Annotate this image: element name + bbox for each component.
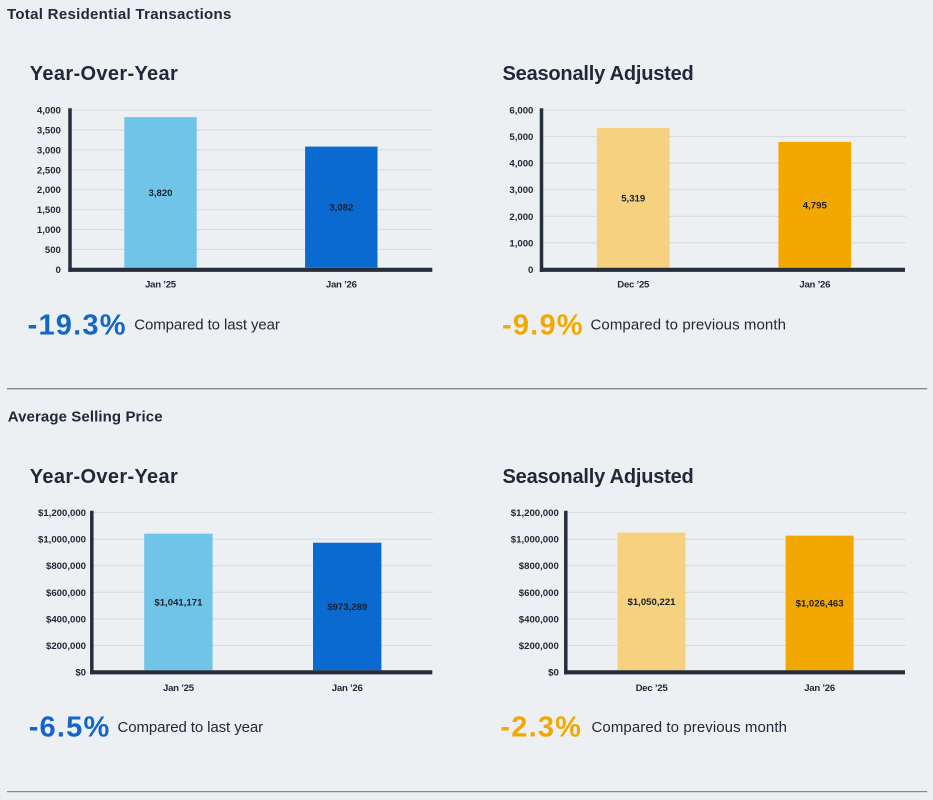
svg-text:1,000: 1,000 — [509, 238, 533, 249]
svg-text:Jan ’26: Jan ’26 — [804, 683, 835, 694]
svg-text:$1,000,000: $1,000,000 — [38, 535, 86, 546]
svg-text:-2.3%: -2.3% — [500, 712, 582, 744]
svg-text:Jan ’26: Jan ’26 — [799, 280, 830, 291]
svg-text:5,319: 5,319 — [621, 193, 645, 204]
svg-text:$800,000: $800,000 — [46, 561, 86, 572]
svg-text:$973,289: $973,289 — [327, 602, 367, 613]
svg-text:-9.9%: -9.9% — [502, 309, 584, 341]
svg-text:Seasonally Adjusted: Seasonally Adjusted — [503, 466, 694, 488]
svg-text:$1,026,463: $1,026,463 — [796, 598, 844, 609]
svg-text:$1,050,221: $1,050,221 — [627, 597, 676, 608]
svg-text:3,500: 3,500 — [37, 125, 61, 136]
svg-text:0: 0 — [528, 265, 533, 276]
svg-text:5,000: 5,000 — [509, 132, 533, 143]
svg-text:-19.3%: -19.3% — [28, 309, 127, 341]
svg-text:3,082: 3,082 — [329, 203, 353, 214]
svg-text:$200,000: $200,000 — [519, 641, 559, 652]
svg-text:1,000: 1,000 — [37, 225, 61, 236]
svg-text:3,000: 3,000 — [37, 145, 61, 156]
svg-text:4,000: 4,000 — [509, 159, 533, 170]
svg-text:$1,000,000: $1,000,000 — [511, 535, 559, 546]
svg-text:3,000: 3,000 — [509, 185, 533, 196]
svg-text:$600,000: $600,000 — [46, 588, 86, 599]
svg-text:$800,000: $800,000 — [519, 561, 559, 572]
svg-text:500: 500 — [45, 245, 61, 256]
svg-text:Average Selling Price: Average Selling Price — [8, 408, 163, 425]
svg-text:Jan ’25: Jan ’25 — [145, 280, 177, 291]
svg-text:6,000: 6,000 — [509, 106, 533, 117]
svg-text:Seasonally Adjusted: Seasonally Adjusted — [503, 63, 694, 85]
svg-text:1,500: 1,500 — [37, 205, 61, 216]
svg-text:-6.5%: -6.5% — [29, 712, 111, 744]
svg-text:2,500: 2,500 — [37, 165, 61, 176]
svg-text:Compared to previous month: Compared to previous month — [591, 316, 787, 333]
svg-text:Compared to last year: Compared to last year — [118, 719, 264, 736]
svg-text:$200,000: $200,000 — [46, 641, 86, 652]
svg-text:$1,041,171: $1,041,171 — [154, 598, 203, 609]
svg-text:$400,000: $400,000 — [46, 614, 86, 625]
svg-text:Year-Over-Year: Year-Over-Year — [30, 466, 178, 488]
svg-text:3,820: 3,820 — [148, 188, 172, 199]
svg-text:Compared to previous month: Compared to previous month — [592, 719, 788, 736]
svg-text:Jan ’26: Jan ’26 — [326, 280, 357, 291]
svg-text:Jan ’26: Jan ’26 — [332, 683, 363, 694]
svg-text:$1,200,000: $1,200,000 — [38, 508, 86, 519]
svg-text:0: 0 — [56, 265, 61, 276]
svg-text:Dec ’25: Dec ’25 — [617, 280, 650, 291]
svg-text:2,000: 2,000 — [37, 185, 61, 196]
svg-text:4,000: 4,000 — [37, 106, 61, 117]
svg-text:$600,000: $600,000 — [519, 588, 559, 599]
svg-text:4,795: 4,795 — [803, 200, 828, 211]
svg-text:$1,200,000: $1,200,000 — [511, 508, 559, 519]
svg-text:Year-Over-Year: Year-Over-Year — [30, 63, 178, 85]
svg-text:Jan ’25: Jan ’25 — [163, 683, 195, 694]
svg-text:2,000: 2,000 — [509, 212, 533, 223]
svg-text:Total Residential Transactions: Total Residential Transactions — [7, 6, 232, 23]
svg-text:$0: $0 — [75, 668, 86, 679]
svg-text:$0: $0 — [548, 668, 559, 679]
svg-text:$400,000: $400,000 — [519, 614, 559, 625]
svg-text:Dec ’25: Dec ’25 — [636, 683, 669, 694]
svg-text:Compared to last year: Compared to last year — [134, 316, 280, 333]
